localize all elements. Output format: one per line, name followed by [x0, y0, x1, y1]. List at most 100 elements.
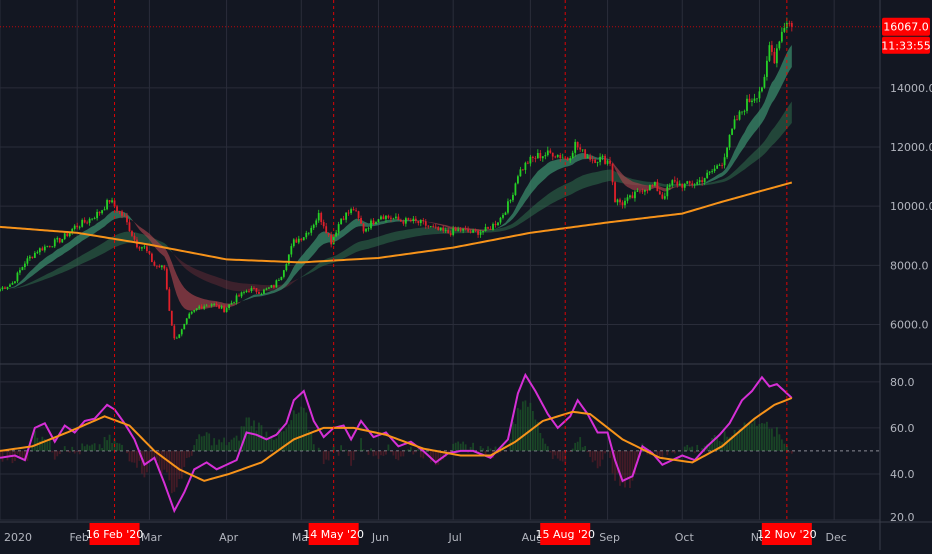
rsi-histogram-bar-225: [559, 451, 561, 461]
rsi-histogram-bar-93: [231, 440, 233, 451]
candle-body-175: [435, 227, 437, 228]
candle-body-179: [445, 230, 447, 231]
rsi-histogram-bar-43: [106, 440, 108, 451]
candle-body-199: [495, 224, 497, 225]
rsi-histogram-bar-190: [472, 443, 474, 451]
candle-body-301: [749, 99, 751, 102]
rsi-histogram-bar-215: [534, 420, 536, 451]
rsi-histogram-bar-24: [59, 451, 61, 454]
candle-body-152: [378, 219, 380, 222]
candle-body-272: [676, 181, 678, 185]
candle-body-273: [679, 184, 681, 186]
candle-body-104: [258, 292, 260, 294]
candle-body-150: [373, 221, 375, 224]
candle-body-276: [686, 181, 688, 184]
price-tick-label-4: 14000.0: [890, 82, 932, 95]
candle-body-207: [515, 183, 517, 195]
rsi-histogram-bar-220: [547, 446, 549, 451]
candle-body-123: [305, 233, 307, 237]
rsi-histogram-bar-78: [193, 445, 195, 451]
candle-body-230: [572, 153, 574, 158]
candle-body-286: [711, 171, 713, 172]
rsi-histogram-bar-36: [89, 446, 91, 451]
candle-body-5: [12, 283, 14, 285]
candle-body-149: [370, 221, 372, 229]
candle-body-48: [119, 211, 121, 212]
candle-body-161: [400, 220, 402, 221]
candle-body-216: [537, 153, 539, 158]
rsi-histogram-bar-238: [592, 451, 594, 462]
candle-body-180: [447, 230, 449, 233]
candle-body-313: [778, 42, 780, 49]
candle-body-68: [168, 289, 170, 311]
rsi-histogram-bar-174: [432, 451, 434, 459]
candle-body-190: [472, 230, 474, 232]
candle-body-3: [7, 287, 9, 289]
candle-body-27: [66, 233, 68, 236]
candle-body-139: [345, 213, 347, 220]
candle-body-262: [651, 185, 653, 186]
month-tick-label-apr: Apr: [219, 531, 239, 544]
candle-body-138: [343, 219, 345, 220]
rsi-histogram-bar-52: [129, 451, 131, 461]
candle-body-238: [592, 160, 594, 161]
rsi-histogram-bar-277: [689, 447, 691, 450]
candle-body-106: [263, 290, 265, 294]
rsi-histogram-bar-23: [56, 451, 58, 456]
rsi-histogram-bar-37: [91, 445, 93, 451]
candle-body-83: [206, 306, 208, 307]
rsi-histogram-bar-315: [783, 444, 785, 451]
candle-body-18: [44, 247, 46, 251]
candle-body-284: [706, 173, 708, 178]
rsi-histogram-bar-95: [236, 436, 238, 451]
candle-body-117: [290, 246, 292, 254]
candle-body-118: [293, 239, 295, 246]
rsi-histogram-bar-251: [624, 451, 626, 488]
rsi-histogram-bar-154: [383, 451, 385, 456]
rsi-histogram-bar-26: [64, 446, 66, 451]
rsi-histogram-bar-221: [549, 451, 551, 453]
rsi-histogram-bar-318: [791, 451, 793, 454]
rsi-histogram-bar-162: [402, 451, 404, 456]
rsi-histogram-bar-137: [340, 445, 342, 451]
candle-body-35: [86, 223, 88, 224]
rsi-histogram-bar-76: [188, 451, 190, 457]
marker-date-label-0: 16 Feb '20: [86, 528, 144, 541]
candle-body-24: [59, 238, 61, 242]
rsi-histogram-bar-151: [375, 451, 377, 456]
candle-body-44: [109, 200, 111, 202]
rsi-histogram-bar-158: [393, 451, 395, 456]
candle-body-192: [477, 231, 479, 235]
candle-body-79: [196, 308, 198, 310]
candle-body-295: [734, 119, 736, 128]
candle-body-19: [46, 246, 48, 247]
rsi-histogram-bar-53: [131, 451, 133, 462]
rsi-histogram-bar-102: [253, 420, 255, 450]
rsi-histogram-bar-276: [686, 445, 688, 451]
candle-body-107: [266, 289, 268, 290]
candle-body-66: [163, 266, 165, 269]
candle-body-264: [656, 182, 658, 191]
candle-body-317: [788, 23, 790, 24]
candle-body-34: [84, 220, 86, 223]
rsi-histogram-bar-74: [183, 451, 185, 467]
month-tick-label-2020: 2020: [4, 531, 32, 544]
candle-body-186: [462, 229, 464, 231]
rsi-histogram-bar-14: [34, 431, 36, 451]
rsi-histogram-bar-35: [86, 444, 88, 450]
rsi-histogram-bar-152: [378, 451, 380, 459]
rsi-histogram-bar-312: [776, 427, 778, 451]
rsi-histogram-bar-291: [724, 431, 726, 451]
rsi-histogram-bar-126: [313, 444, 315, 451]
candle-body-113: [280, 277, 282, 280]
candle-body-13: [31, 257, 33, 258]
candle-body-211: [524, 163, 526, 170]
rsi-histogram-bar-115: [285, 429, 287, 451]
rsi-histogram-bar-281: [699, 451, 701, 452]
rsi-histogram-bar-111: [275, 438, 277, 450]
candle-body-232: [577, 142, 579, 148]
rsi-histogram-bar-203: [505, 451, 507, 452]
candle-body-297: [739, 112, 741, 120]
